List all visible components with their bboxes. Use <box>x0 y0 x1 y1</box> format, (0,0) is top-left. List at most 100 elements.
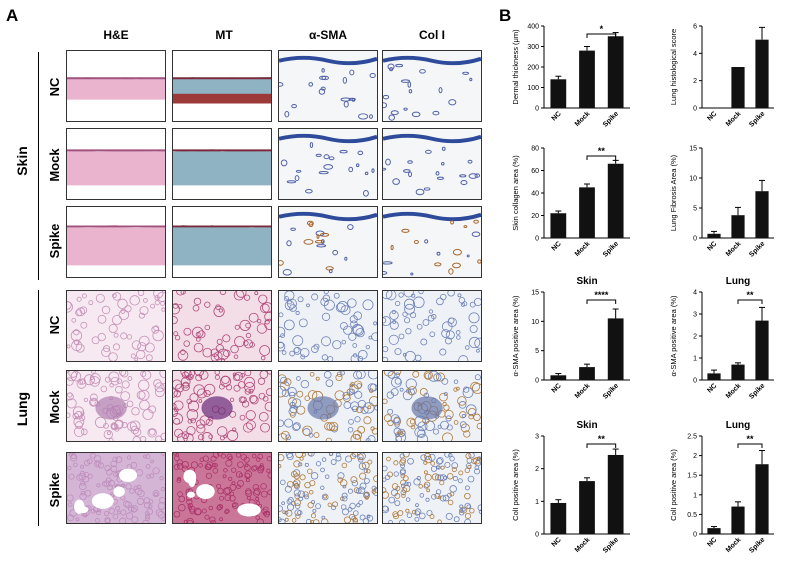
x-tick-label: Spike <box>602 110 620 128</box>
row-label-lung-nc: NC <box>47 290 63 360</box>
micrograph-skin-nc-mt <box>172 50 272 122</box>
y-tick-label: 100 <box>527 85 539 92</box>
bar-spike <box>608 455 624 534</box>
bar-nc <box>707 234 720 238</box>
column-header-mt: MT <box>172 28 276 42</box>
y-axis-label: Skin collagen area (%) <box>511 155 520 231</box>
bar-chart-5: Skin α-SMA positive area (%) 0 5 10 15 NC Mock S… <box>500 274 650 402</box>
significance-label: **** <box>594 290 609 300</box>
y-tick-label: 0 <box>693 532 697 539</box>
bar-spike <box>755 191 768 238</box>
x-tick-label: NC <box>551 382 563 394</box>
micrograph-skin-mock-mt <box>172 128 272 200</box>
row-label-lung-mock: Mock <box>47 372 63 442</box>
micrograph-skin-nc-asma <box>278 50 378 122</box>
significance-bracket <box>587 444 616 448</box>
bar-nc <box>550 375 566 380</box>
x-tick-label: Spike <box>748 240 766 258</box>
x-tick-label: Spike <box>748 110 766 128</box>
bar-mock <box>579 187 595 238</box>
micrograph-lung-spike-mt <box>172 452 272 524</box>
bar-chart-3: Skin collagen area (%) 0 20 40 60 80 NC Mock Spi… <box>500 140 650 260</box>
micrograph-lung-nc-he <box>66 290 166 362</box>
bar-chart-8: Lung ColI positive area (%) 0 0.5 1 1.5 2 2.5 NC… <box>658 418 794 556</box>
y-tick-label: 1 <box>693 356 697 363</box>
bar-spike <box>755 464 768 534</box>
y-tick-label: 0.5 <box>687 512 697 519</box>
micrograph-lung-nc-col1 <box>382 290 482 362</box>
x-tick-label: Spike <box>748 536 766 554</box>
y-tick-label: 0 <box>535 532 539 539</box>
bar-mock <box>731 507 744 534</box>
bar-mock <box>731 67 744 108</box>
micrograph-lung-spike-he <box>66 452 166 524</box>
x-tick-label: Mock <box>725 110 743 128</box>
x-tick-label: Mock <box>725 382 743 400</box>
y-tick-label: 6 <box>693 24 697 31</box>
lung-group-bracket <box>38 290 39 526</box>
x-tick-label: Mock <box>574 110 592 128</box>
micrograph-lung-spike-asma <box>278 452 378 524</box>
bar-chart-7: Skin ColI positive area (%) 0 1 2 3 NC Mock Spik… <box>500 418 650 556</box>
significance-label: ** <box>598 146 606 156</box>
y-tick-label: 4 <box>693 290 697 297</box>
bar-spike <box>755 40 768 108</box>
x-tick-label: NC <box>706 240 718 252</box>
y-tick-label: 2 <box>535 466 539 473</box>
bar-chart-svg: Skin collagen area (%)020406080NC Mock Spi… <box>500 140 650 260</box>
y-tick-label: 5 <box>693 206 697 213</box>
chart-title: Lung <box>726 276 750 287</box>
y-tick-label: 0 <box>535 106 539 113</box>
significance-label: ** <box>598 434 606 444</box>
y-tick-label: 15 <box>689 146 697 153</box>
bar-nc <box>550 79 566 108</box>
bar-chart-svg: Lung Fibrosis Area (%) 0 5 10 15 NC Mock Spike <box>658 140 794 260</box>
x-tick-label: Mock <box>574 382 592 400</box>
lung-group-label: Lung <box>13 379 31 439</box>
y-tick-label: 60 <box>531 168 539 175</box>
bar-chart-2: Lung histological score 0 2 4 6 NC Mock Spike <box>658 18 794 130</box>
column-header-col1: Col I <box>380 28 484 42</box>
micrograph-skin-mock-he <box>66 128 166 200</box>
y-tick-label: 2 <box>693 78 697 85</box>
y-tick-label: 10 <box>689 176 697 183</box>
micrograph-skin-mock-asma <box>278 128 378 200</box>
significance-label: * <box>600 24 604 34</box>
y-tick-label: 1 <box>693 492 697 499</box>
micrograph-lung-nc-asma <box>278 290 378 362</box>
y-tick-label: 5 <box>535 348 539 355</box>
bar-mock <box>579 367 595 380</box>
y-tick-label: 10 <box>531 319 539 326</box>
row-label-lung-spike: Spike <box>47 455 63 525</box>
bar-spike <box>608 164 624 238</box>
row-label-skin-mock: Mock <box>47 130 63 200</box>
bar-chart-4: Lung Fibrosis Area (%) 0 5 10 15 NC Mock Spike <box>658 140 794 260</box>
bar-nc <box>707 528 720 534</box>
y-axis-label: ColI positive area (%) <box>669 449 678 521</box>
column-header-he: H&E <box>64 28 168 42</box>
y-axis-label: Lung histological score <box>669 29 678 105</box>
bar-spike <box>608 36 624 108</box>
bar-mock <box>731 215 744 238</box>
y-tick-label: 15 <box>531 290 539 297</box>
y-axis-label: α-SMA positive area (%) <box>511 295 520 377</box>
bar-mock <box>579 481 595 534</box>
y-tick-label: 80 <box>531 146 539 153</box>
micrograph-skin-spike-he <box>66 206 166 278</box>
micrograph-skin-spike-col1 <box>382 206 482 278</box>
bar-chart-svg: Lung histological score0246NC Mock Spike <box>658 18 794 130</box>
x-tick-label: NC <box>551 536 563 548</box>
chart-title: Skin <box>576 420 597 431</box>
bar-nc <box>550 213 566 238</box>
x-tick-label: Mock <box>725 536 743 554</box>
bar-spike <box>608 318 624 380</box>
micrograph-lung-spike-col1 <box>382 452 482 524</box>
x-tick-label: NC <box>706 536 718 548</box>
y-tick-label: 200 <box>527 65 539 72</box>
significance-bracket <box>738 444 762 448</box>
bar-mock <box>731 365 744 380</box>
x-tick-label: Spike <box>748 382 766 400</box>
chart-title: Lung <box>726 420 750 431</box>
x-tick-label: NC <box>551 240 563 252</box>
y-tick-label: 0 <box>693 236 697 243</box>
